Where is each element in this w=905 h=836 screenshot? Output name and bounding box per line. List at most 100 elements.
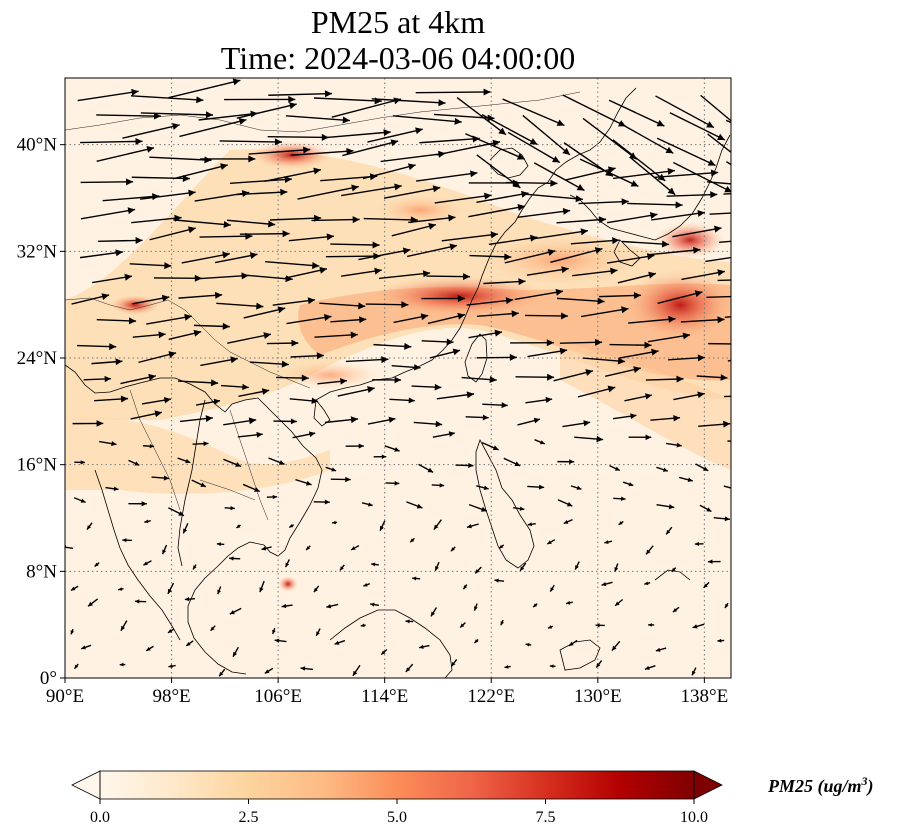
- wind-arrow: [98, 236, 143, 244]
- wind-arrow-shaft: [562, 94, 627, 128]
- wind-arrow: [655, 647, 667, 652]
- wind-arrow-head: [703, 583, 708, 588]
- wind-arrow-shaft: [621, 240, 670, 246]
- wind-arrow-head: [667, 167, 675, 175]
- wind-arrow-shaft: [173, 219, 231, 226]
- wind-arrow-shaft: [563, 142, 614, 177]
- wind-arrow-head: [514, 461, 521, 467]
- wind-arrow: [345, 443, 364, 449]
- wind-arrow-head: [342, 116, 350, 124]
- wind-arrow: [311, 216, 360, 224]
- wind-arrow-head: [576, 485, 582, 490]
- wind-arrow-shaft: [612, 139, 666, 182]
- wind-arrow: [305, 545, 311, 551]
- wind-arrow: [239, 230, 290, 238]
- wind-arrow-shaft: [198, 112, 258, 121]
- wind-arrow-shaft: [706, 181, 731, 185]
- wind-arrow: [665, 526, 673, 535]
- wind-arrow-shaft: [285, 115, 350, 122]
- wind-arrow: [149, 156, 212, 164]
- wind-arrow: [178, 291, 223, 299]
- wind-arrow-head: [661, 240, 670, 248]
- wind-arrow-head: [676, 442, 682, 448]
- wind-arrow-shaft: [236, 103, 297, 119]
- wind-arrow-head: [161, 294, 170, 302]
- wind-arrow: [210, 625, 216, 632]
- wind-arrow-shaft: [609, 343, 652, 346]
- wind-arrow-head: [405, 667, 411, 672]
- wind-arrow: [94, 562, 100, 567]
- wind-arrow-head: [483, 88, 491, 96]
- wind-arrow: [167, 582, 175, 595]
- wind-arrow: [229, 607, 242, 615]
- wind-arrow: [371, 98, 446, 107]
- wind-arrow-head: [300, 666, 306, 671]
- wind-arrow-head: [316, 352, 324, 360]
- wind-arrow-head: [326, 604, 332, 609]
- wind-arrow-head: [545, 396, 553, 404]
- wind-arrow: [391, 364, 421, 371]
- wind-arrow-shaft: [392, 115, 462, 123]
- wind-arrow-shaft: [290, 150, 354, 156]
- wind-arrow: [473, 639, 479, 644]
- coastline-andaman: [94, 469, 181, 641]
- wind-arrow-shaft: [363, 217, 418, 221]
- wind-arrow-head: [575, 565, 579, 570]
- wind-arrow: [696, 374, 728, 381]
- wind-arrow-shaft: [613, 169, 675, 180]
- colorbar-gradient: [100, 771, 694, 799]
- wind-arrow-head: [263, 332, 271, 340]
- wind-arrow-head: [672, 608, 678, 613]
- wind-arrow-shaft: [98, 239, 143, 242]
- wind-arrow-head: [538, 484, 545, 490]
- wind-arrow: [550, 247, 603, 263]
- wind-arrow: [527, 522, 536, 527]
- wind-arrow-head: [264, 669, 270, 674]
- wind-arrow-head: [131, 88, 139, 96]
- wind-arrow-head: [533, 603, 538, 608]
- wind-arrow-shaft: [65, 546, 74, 550]
- wind-arrow-head: [644, 581, 649, 586]
- wind-arrow: [142, 443, 155, 449]
- wind-arrow: [221, 383, 249, 391]
- wind-arrow-shaft: [342, 140, 399, 157]
- y-tick-label: 8°N: [26, 561, 57, 582]
- wind-arrow-head: [596, 663, 601, 668]
- colorbar-ticks: 0.0 2.5 5.0 7.5 10.0: [90, 799, 708, 826]
- wind-arrow-shaft: [532, 230, 589, 240]
- wind-arrow-head: [717, 638, 722, 643]
- wind-arrow-head: [569, 641, 574, 646]
- wind-arrow-head: [163, 475, 170, 481]
- wind-arrow-head: [261, 546, 267, 551]
- pm25-hotspot-himalaya: [110, 295, 160, 315]
- wind-arrow-head: [277, 306, 286, 314]
- wind-arrow: [261, 546, 272, 551]
- wind-arrow-head: [595, 338, 603, 346]
- wind-arrow-head: [229, 556, 234, 561]
- wind-arrow: [563, 519, 573, 525]
- wind-arrow-head: [483, 485, 489, 490]
- wind-arrow: [629, 156, 676, 196]
- wind-arrow: [517, 417, 541, 426]
- wind-arrow-shaft: [580, 307, 629, 318]
- wind-arrow-shaft: [419, 137, 480, 144]
- colorbar-tick-label: 2.5: [239, 809, 259, 826]
- wind-arrow-head: [372, 241, 380, 249]
- wind-arrow-head: [759, 311, 766, 318]
- wind-arrow-head: [374, 267, 382, 275]
- wind-arrow: [407, 243, 458, 258]
- wind-arrow: [232, 646, 239, 658]
- wind-arrow-head: [88, 601, 93, 607]
- wind-arrow: [131, 174, 190, 182]
- wind-arrow-head: [230, 506, 235, 511]
- wind-arrow: [393, 313, 429, 324]
- wind-arrow-head: [736, 439, 741, 444]
- wind-arrow: [668, 354, 705, 362]
- wind-arrow-head: [585, 369, 593, 376]
- wind-arrow-head: [723, 420, 731, 428]
- wind-arrow-head: [432, 185, 441, 193]
- wind-arrow: [595, 623, 605, 628]
- wind-arrow-head: [388, 416, 396, 424]
- wind-arrow-head: [646, 549, 651, 555]
